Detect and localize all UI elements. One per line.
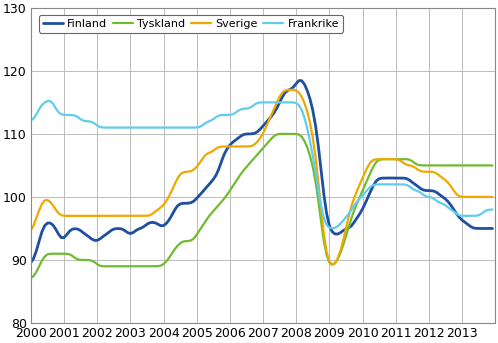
Frankrike: [490, 208, 496, 212]
Frankrike: [163, 126, 169, 130]
Sverige: [288, 88, 294, 92]
Tyskland: [398, 157, 404, 161]
Tyskland: [28, 276, 34, 280]
Frankrike: [47, 99, 53, 103]
Tyskland: [185, 239, 191, 243]
Sverige: [401, 161, 407, 165]
Tyskland: [301, 139, 307, 143]
Sverige: [185, 169, 191, 174]
Frankrike: [188, 126, 194, 130]
Frankrike: [114, 126, 120, 130]
Finland: [185, 201, 191, 205]
Finland: [301, 82, 307, 86]
Finland: [160, 224, 166, 228]
Finland: [296, 79, 302, 83]
Tyskland: [285, 132, 291, 136]
Frankrike: [293, 101, 299, 105]
Sverige: [28, 228, 34, 233]
Finland: [490, 226, 496, 230]
Line: Sverige: Sverige: [31, 90, 493, 264]
Tyskland: [160, 262, 166, 266]
Line: Tyskland: Tyskland: [31, 134, 493, 278]
Frankrike: [28, 118, 34, 122]
Tyskland: [490, 163, 496, 167]
Frankrike: [401, 182, 407, 187]
Tyskland: [111, 264, 117, 268]
Frankrike: [301, 116, 307, 120]
Line: Finland: Finland: [31, 81, 493, 263]
Frankrike: [329, 226, 335, 230]
Sverige: [301, 101, 307, 105]
Sverige: [293, 88, 299, 93]
Finland: [398, 176, 404, 180]
Finland: [111, 227, 117, 231]
Sverige: [490, 195, 496, 199]
Sverige: [329, 262, 335, 267]
Sverige: [160, 203, 166, 207]
Line: Frankrike: Frankrike: [31, 101, 493, 228]
Finland: [28, 261, 34, 265]
Legend: Finland, Tyskland, Sverige, Frankrike: Finland, Tyskland, Sverige, Frankrike: [39, 15, 343, 33]
Tyskland: [293, 132, 299, 136]
Finland: [290, 85, 296, 89]
Sverige: [111, 214, 117, 218]
